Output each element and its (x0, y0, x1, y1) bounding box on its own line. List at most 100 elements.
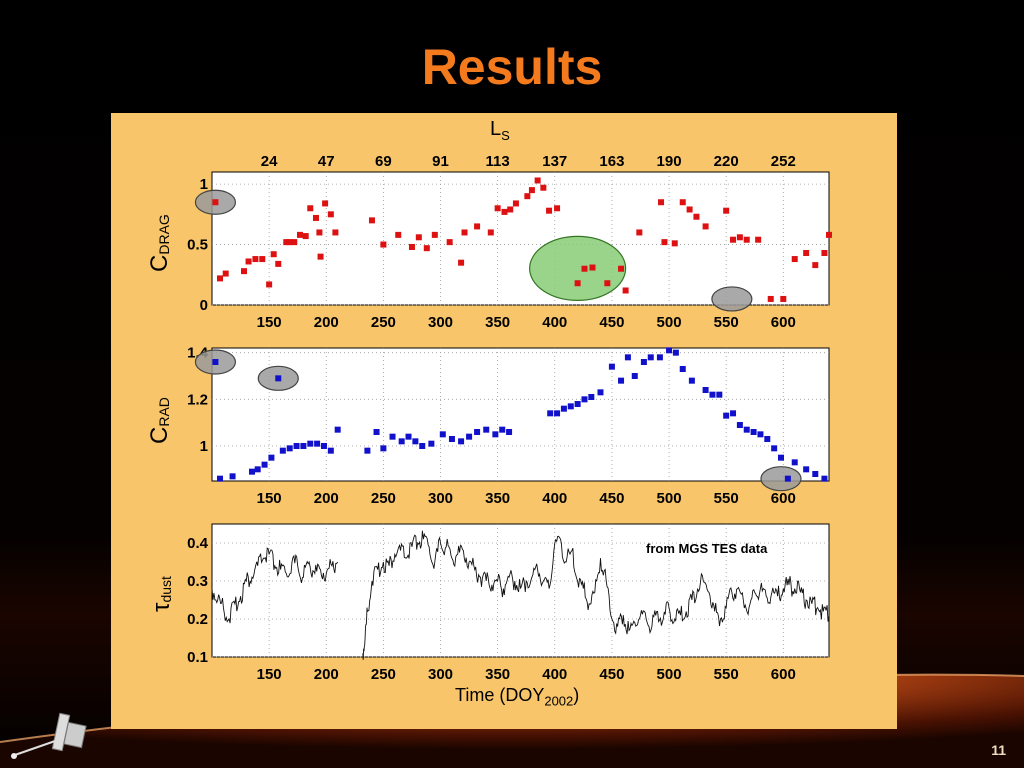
data-point (672, 349, 679, 356)
data-point (423, 245, 430, 252)
x-tick-label: 550 (714, 314, 739, 331)
top-tick-label: 113 (486, 153, 510, 170)
data-point (212, 199, 219, 206)
data-point (317, 253, 324, 260)
data-point (380, 445, 387, 452)
top-tick-label: 24 (261, 153, 278, 170)
data-point (368, 217, 375, 224)
data-point (405, 433, 412, 440)
data-point (540, 184, 547, 191)
time-label-sub: 2002 (544, 693, 574, 709)
data-point (474, 429, 481, 435)
plot-tau_dust: 150 200 250 300 350 400 450 500 550 600 0.1 0.2 0.3 0… (187, 523, 830, 683)
ls-label-sub: S (501, 128, 510, 143)
data-point (631, 373, 638, 379)
x-tick-label: 150 (257, 490, 282, 507)
data-point (624, 354, 631, 361)
data-point (252, 256, 259, 263)
y-tick-label: 0.3 (187, 573, 208, 590)
data-point (581, 265, 588, 272)
data-point (245, 258, 252, 265)
data-point (666, 347, 673, 354)
data-point (419, 443, 426, 449)
data-point (296, 231, 303, 238)
top-tick-label: 69 (375, 153, 392, 170)
data-point (671, 240, 678, 247)
x-tick-label: 500 (657, 666, 682, 683)
time-label-close: ) (573, 685, 580, 705)
data-point (546, 207, 553, 214)
dust-label-sub: dust (158, 576, 174, 603)
data-point (723, 207, 730, 214)
data-point (415, 234, 422, 241)
data-point (778, 454, 785, 461)
crad-axis-label: CRAD (146, 397, 174, 444)
data-point (373, 429, 380, 435)
data-point (730, 236, 737, 243)
data-point (679, 366, 686, 372)
x-tick-label: 150 (257, 666, 282, 683)
data-point (821, 475, 828, 482)
data-point (656, 354, 663, 361)
data-point (458, 259, 465, 266)
data-point (327, 211, 334, 218)
data-point (524, 193, 531, 200)
x-tick-label: 400 (542, 314, 567, 331)
series-line (362, 530, 830, 660)
data-point (636, 229, 643, 236)
x-tick-label: 200 (314, 666, 339, 683)
data-point (661, 239, 668, 246)
crad-label-main: C (146, 426, 173, 444)
data-point (483, 426, 490, 433)
data-point (254, 466, 261, 473)
data-point (229, 473, 236, 480)
data-point (597, 389, 604, 396)
highlight-gray (711, 286, 753, 312)
data-point (240, 268, 247, 275)
data-point (686, 206, 693, 213)
top-tick-label: 137 (542, 153, 567, 170)
y-tick-label: 1 (200, 438, 208, 455)
data-point (784, 475, 791, 482)
data-point (279, 447, 286, 454)
data-point (567, 403, 574, 410)
ls-label-main: L (490, 118, 502, 140)
data-point (300, 443, 307, 449)
data-point (791, 256, 798, 263)
data-point (702, 223, 709, 230)
data-point (248, 468, 255, 475)
data-point (332, 229, 339, 236)
data-point (534, 177, 541, 184)
data-point (291, 239, 298, 246)
x-tick-label: 350 (485, 666, 510, 683)
data-point (275, 375, 282, 382)
data-point (448, 436, 455, 442)
crad-label-sub: RAD (156, 397, 172, 427)
data-point (791, 459, 798, 466)
y-tick-label: 0.5 (187, 237, 208, 254)
data-point (322, 200, 329, 207)
time-label-main: Time (DOY (455, 685, 545, 705)
y-tick-label: 0.1 (187, 649, 208, 666)
data-point (574, 280, 581, 287)
data-point (446, 239, 453, 246)
plot-area (211, 347, 830, 482)
x-tick-label: 500 (657, 314, 682, 331)
data-point (812, 471, 819, 477)
data-point (412, 438, 419, 445)
cdrag-label-sub: DRAG (156, 214, 172, 255)
data-point (506, 429, 513, 435)
x-tick-label: 400 (542, 490, 567, 507)
ls-axis-label: LS (490, 118, 510, 143)
data-point (730, 410, 737, 417)
x-tick-label: 600 (771, 490, 796, 507)
data-point (750, 429, 757, 435)
data-point (723, 412, 730, 419)
data-point (560, 405, 567, 412)
data-point (466, 433, 473, 440)
y-tick-label: 0 (200, 297, 208, 314)
data-point (581, 396, 588, 403)
top-tick-label: 252 (771, 153, 796, 170)
